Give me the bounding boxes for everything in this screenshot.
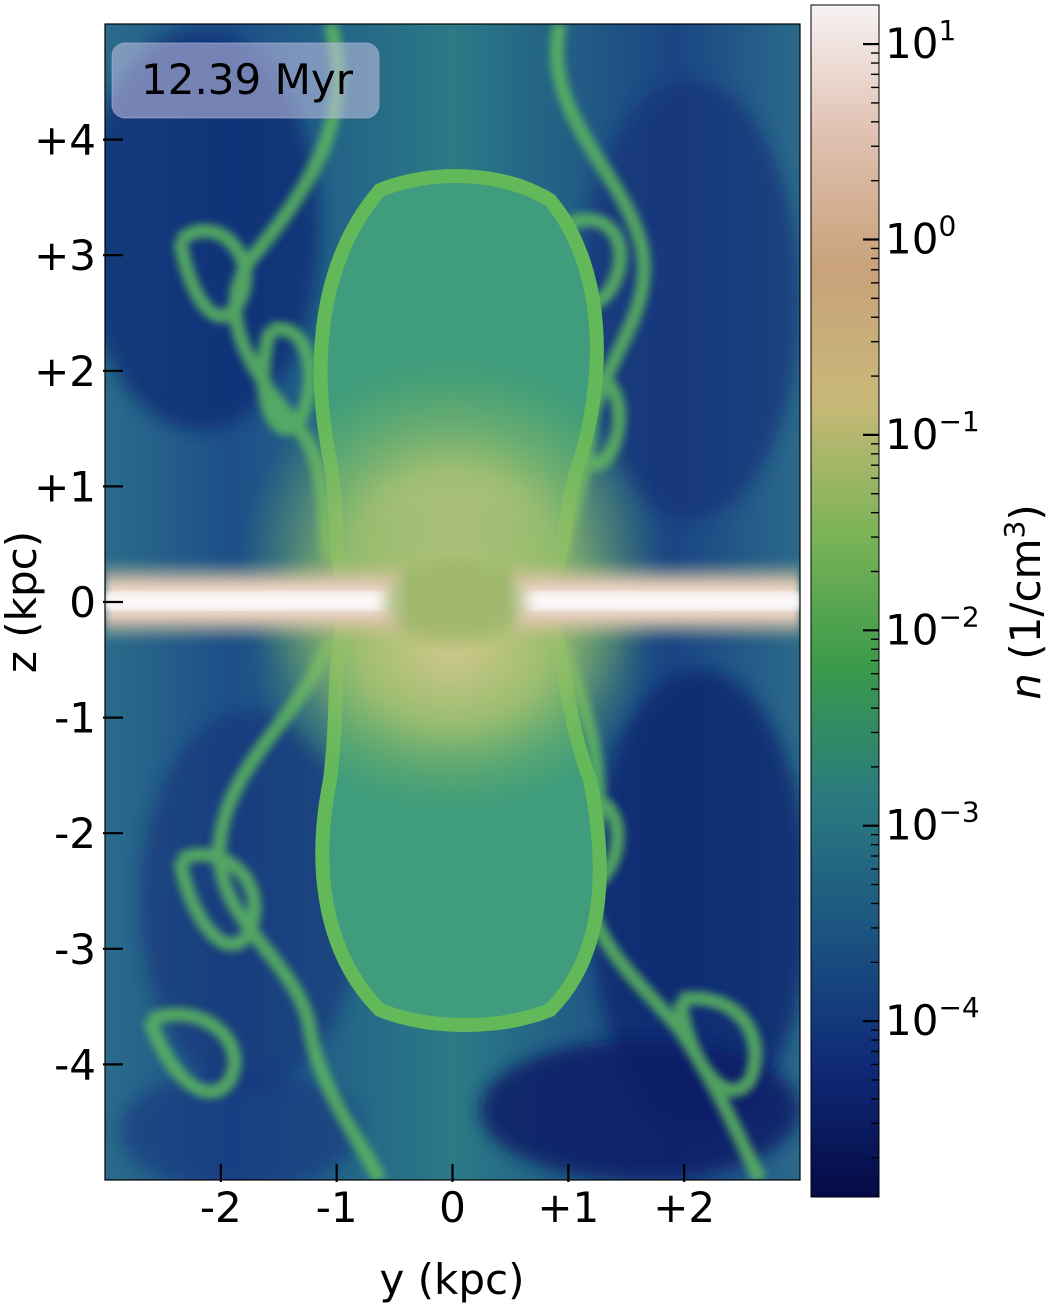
x-tick-label: -1 xyxy=(316,1183,358,1232)
colorbar-tick-base: 10 xyxy=(885,214,938,263)
colorbar-tick-label: 10−2 xyxy=(885,600,980,654)
colorbar-tick-label: 10−3 xyxy=(885,796,980,850)
time-label: 12.39 Myr xyxy=(141,55,354,104)
x-tick-label: +1 xyxy=(537,1183,599,1232)
colorbar-tick-base: 10 xyxy=(885,19,938,68)
colorbar-label-units-close: ) xyxy=(1001,504,1050,520)
colorbar-label: n (1/cm3) xyxy=(998,504,1050,699)
colorbar-tick-base: 10 xyxy=(885,996,938,1045)
x-axis-label: y (kpc) xyxy=(379,1255,524,1304)
x-tick-label: +2 xyxy=(653,1183,715,1232)
colorbar-label-symbol: n xyxy=(1001,673,1050,700)
colorbar-tick-base: 10 xyxy=(885,605,938,654)
density-map-image xyxy=(105,24,800,1180)
colorbar-tick-exponent: 1 xyxy=(938,14,956,47)
y-tick-label: 0 xyxy=(69,578,96,627)
colorbar-tick-exponent: −3 xyxy=(938,796,979,829)
colorbar xyxy=(810,4,880,1198)
y-tick-label: +3 xyxy=(34,231,96,280)
colorbar-tick-exponent: −2 xyxy=(938,600,979,633)
y-axis-ticks: +4 +3 +2 +1 0 -1 -2 -3 -4 xyxy=(34,116,123,1089)
y-tick-label: +1 xyxy=(34,462,96,511)
colorbar-tick-label: 101 xyxy=(885,14,956,68)
y-tick-label: -1 xyxy=(54,694,96,743)
y-tick-label: +2 xyxy=(34,347,96,396)
colorbar-tick-label: 10−4 xyxy=(885,991,980,1045)
colorbar-tick-base: 10 xyxy=(885,801,938,850)
colorbar-label-units: (1/cm xyxy=(1001,538,1050,659)
x-axis-ticks: -2 -1 0 +1 +2 xyxy=(200,1164,715,1232)
colorbar-tick-exponent: −4 xyxy=(938,991,979,1024)
y-axis-label: z (kpc) xyxy=(0,531,46,673)
y-tick-label: -3 xyxy=(54,925,96,974)
y-tick-label: +4 xyxy=(34,116,96,165)
colorbar-tick-label: 10−1 xyxy=(885,405,980,459)
y-tick-label: -2 xyxy=(54,809,96,858)
colorbar-tick-exponent: 0 xyxy=(938,209,956,242)
colorbar-tick-exponent: −1 xyxy=(938,405,979,438)
colorbar-tick-base: 10 xyxy=(885,410,938,459)
colorbar-label-units-exp: 3 xyxy=(998,521,1031,539)
x-tick-label: 0 xyxy=(439,1183,466,1232)
time-label-box: 12.39 Myr xyxy=(111,42,380,119)
x-tick-label: -2 xyxy=(200,1183,242,1232)
colorbar-tick-label: 100 xyxy=(885,209,956,263)
y-tick-label: -4 xyxy=(54,1040,96,1089)
